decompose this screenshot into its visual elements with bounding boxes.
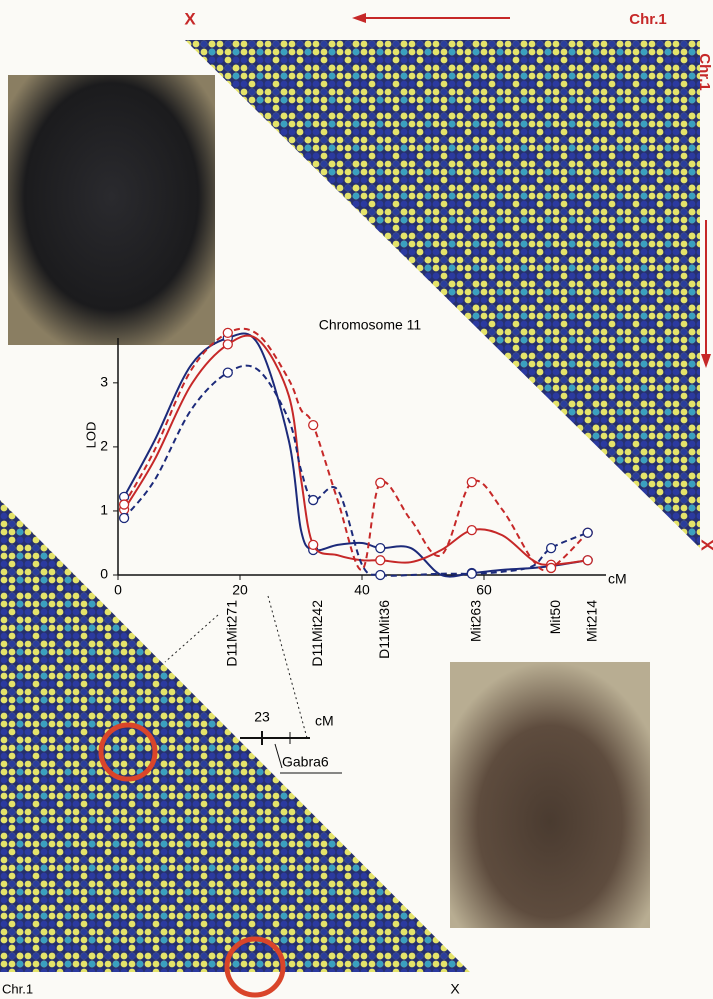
heatmap-triangle bbox=[0, 500, 470, 972]
lod-curve bbox=[124, 334, 588, 577]
heatmap-triangle bbox=[185, 40, 700, 548]
marker-point bbox=[309, 540, 318, 549]
axis-end-label: X bbox=[698, 539, 713, 551]
marker-point bbox=[309, 496, 318, 505]
gene-unit: cM bbox=[315, 713, 334, 729]
y-tick-label: 0 bbox=[100, 566, 108, 582]
mouse-photo bbox=[8, 75, 215, 345]
marker-point bbox=[376, 478, 385, 487]
axis-end-label: Chr.1 bbox=[696, 53, 713, 91]
marker-point bbox=[309, 421, 318, 430]
axis-end-label: X bbox=[184, 9, 196, 28]
marker-label: Mit263 bbox=[468, 600, 484, 642]
mouse-photo bbox=[450, 662, 650, 928]
marker-point bbox=[120, 513, 129, 522]
marker-point bbox=[120, 500, 129, 509]
x-tick-label: 40 bbox=[354, 582, 370, 598]
marker-point bbox=[547, 544, 556, 553]
gene-pointer bbox=[275, 744, 282, 768]
axis-end-label: Chr.1 bbox=[2, 981, 33, 996]
axis-end-label: X bbox=[450, 981, 460, 997]
x-tick-label: 20 bbox=[232, 582, 248, 598]
axis-end-label: Chr.1 bbox=[629, 11, 667, 28]
y-tick-label: 1 bbox=[100, 502, 108, 518]
gene-name: Gabra6 bbox=[282, 754, 329, 770]
connector bbox=[165, 615, 218, 662]
marker-point bbox=[376, 571, 385, 580]
x-tick-label: 60 bbox=[476, 582, 492, 598]
arrow-head bbox=[701, 354, 711, 368]
marker-label: D11Mit36 bbox=[376, 600, 392, 659]
marker-point bbox=[583, 556, 592, 565]
x-tick-label: 0 bbox=[114, 582, 122, 598]
marker-label: D11Mit242 bbox=[309, 600, 325, 667]
marker-label: Mit50 bbox=[547, 600, 563, 634]
marker-point bbox=[467, 569, 476, 578]
marker-point bbox=[223, 340, 232, 349]
marker-point bbox=[376, 544, 385, 553]
marker-label: D11Mit271 bbox=[224, 600, 240, 667]
y-tick-label: 2 bbox=[100, 438, 108, 454]
y-axis-label: LOD bbox=[83, 422, 98, 449]
lod-curve bbox=[124, 336, 588, 565]
gene-position: 23 bbox=[254, 709, 270, 725]
marker-point bbox=[467, 478, 476, 487]
marker-point bbox=[583, 528, 592, 537]
marker-point bbox=[376, 556, 385, 565]
marker-point bbox=[223, 328, 232, 337]
chart-title: Chromosome 11 bbox=[319, 317, 422, 333]
y-tick-label: 3 bbox=[100, 374, 108, 390]
connector bbox=[268, 596, 307, 738]
x-axis-label: cM bbox=[608, 571, 627, 587]
marker-point bbox=[547, 563, 556, 572]
marker-label: Mit214 bbox=[583, 600, 599, 642]
marker-point bbox=[223, 368, 232, 377]
page: X Chr.1 Chr.1 X Chr.1 X 23 cM Gabra6 Chr… bbox=[0, 0, 713, 999]
marker-point bbox=[467, 526, 476, 535]
lod-curve bbox=[124, 366, 588, 576]
arrow-head bbox=[352, 13, 366, 23]
